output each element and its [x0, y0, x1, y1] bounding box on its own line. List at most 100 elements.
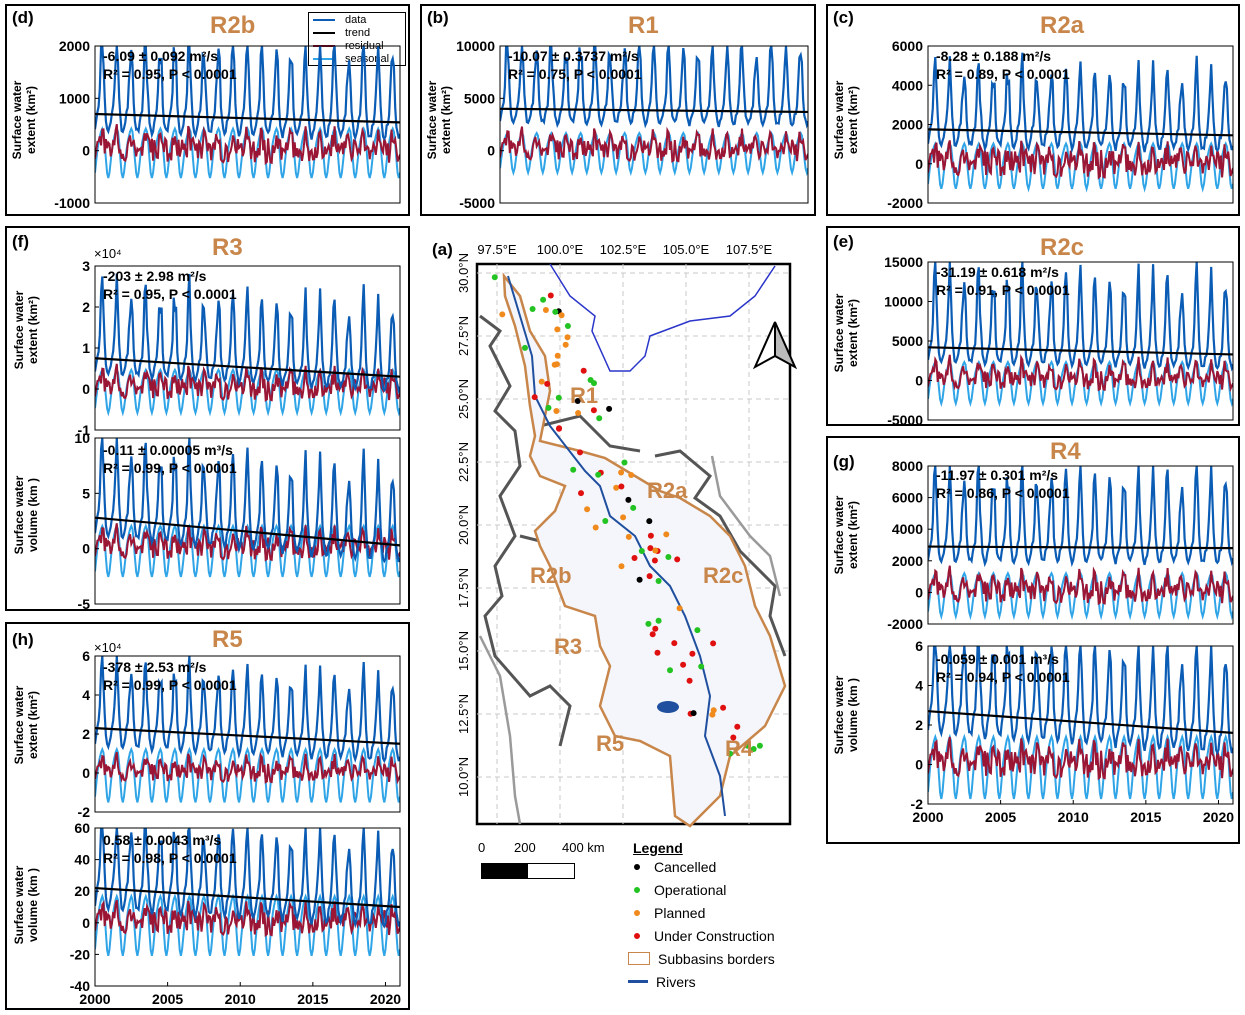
- panel-h-multiplier: ×10⁴: [94, 640, 122, 655]
- dam-marker: [680, 661, 687, 668]
- x-tick-label: 2020: [1203, 809, 1234, 825]
- y-tick-label: 1: [82, 340, 90, 356]
- dam-marker: [552, 308, 559, 315]
- dam-marker: [630, 504, 637, 511]
- y-tick-label: 0: [915, 757, 923, 773]
- y-tick-label: 2000: [59, 38, 90, 54]
- panel-h: [5, 622, 410, 1010]
- x-tick-label: 2010: [1058, 809, 1089, 825]
- dam-marker: [562, 341, 569, 348]
- panel-d-title: R2b: [210, 12, 256, 39]
- y-tick-label: 0: [915, 156, 923, 172]
- dam-marker: [645, 620, 652, 627]
- dam-marker: [689, 650, 696, 657]
- dam-marker: [596, 415, 603, 422]
- dam-marker: [618, 563, 625, 570]
- residual-series-line: [928, 353, 1233, 393]
- panel-c-title: R2a: [1040, 12, 1085, 39]
- panel-e-title: R2c: [1040, 234, 1085, 261]
- y-tick-label: 5000: [892, 333, 923, 349]
- dam-marker: [671, 640, 678, 647]
- dam-marker: [720, 704, 727, 711]
- dam-marker: [522, 344, 528, 351]
- legend-rivers: Rivers: [628, 970, 775, 993]
- y-tick-label: 2: [82, 299, 90, 315]
- y-tick-label: 10000: [884, 294, 923, 310]
- y-tick-label: 6000: [892, 38, 923, 54]
- dam-marker: [499, 311, 506, 318]
- x-tick-label: 2005: [985, 809, 1016, 825]
- dam-marker: [744, 742, 751, 749]
- legend-trend: trend: [309, 26, 405, 39]
- panel-e-stat1: -31.19 ± 0.618 m²/s: [936, 264, 1059, 280]
- y-tick-label: 0: [82, 541, 90, 557]
- dam-marker: [544, 380, 551, 387]
- lon-label: 97.5°E: [477, 242, 517, 257]
- dam-marker: [491, 274, 498, 281]
- panel-f-stat3: -0.11 ± 0.00005 m³/s: [103, 442, 233, 458]
- panel-h-stat1: -378 ± 2.53 m²/s: [103, 659, 207, 675]
- plot-area: [927, 465, 1234, 625]
- region-label-r1: R1: [570, 383, 598, 408]
- lat-label: 12.5°N: [456, 694, 471, 734]
- dam-marker: [638, 548, 645, 554]
- y-tick-label: -5000: [887, 412, 923, 428]
- dam-marker: [590, 407, 597, 414]
- dam-marker: [618, 469, 625, 476]
- data-series-line: [95, 656, 400, 764]
- x-tick-label: 2000: [912, 809, 943, 825]
- panel-a-label: (a): [432, 240, 453, 259]
- lat-label: 20.0°N: [456, 505, 471, 545]
- trend-line: [95, 516, 400, 547]
- panel-h-title: R5: [212, 626, 243, 653]
- dam-marker: [686, 677, 693, 684]
- trend-line: [95, 886, 400, 909]
- data-series-line: [928, 262, 1233, 372]
- data-series-line: [500, 46, 808, 129]
- y-tick-label: 0: [487, 143, 495, 159]
- dam-marker: [727, 750, 733, 757]
- panel-g-stat3: -0.059 ± 0.001 m³/s: [936, 651, 1059, 667]
- panel-b-stat2: R² = 0.75, P < 0.0001: [508, 66, 642, 82]
- dam-marker: [574, 398, 581, 404]
- lon-label: 105.0°E: [663, 242, 710, 257]
- panel-g-title: R4: [1050, 438, 1081, 465]
- plot-area: [499, 45, 809, 204]
- y-tick-label: 40: [74, 852, 90, 868]
- trend-line: [928, 346, 1233, 356]
- dam-marker: [575, 410, 582, 416]
- dam-marker: [564, 323, 571, 329]
- y-tick-label: -2: [911, 796, 924, 812]
- legend-subbasins: Subbasins borders: [628, 947, 775, 970]
- lat-label: 15.0°N: [456, 631, 471, 671]
- trend-line: [928, 545, 1233, 550]
- data-series-line: [95, 273, 400, 395]
- region-label-r3: R3: [554, 634, 582, 659]
- seasonal-series-line: [95, 746, 400, 803]
- dam-marker: [538, 378, 545, 385]
- y-tick-label: 4000: [892, 521, 923, 537]
- legend-planned: Planned: [628, 901, 775, 924]
- residual-series-line: [500, 126, 808, 163]
- panel-h-stat2: R² = 0.99, P < 0.0001: [103, 677, 237, 693]
- x-tick-label: 2015: [297, 991, 328, 1007]
- panel-h-label: (h): [12, 630, 34, 649]
- y-tick-label: 6000: [892, 490, 923, 506]
- dam-marker: [542, 307, 549, 313]
- y-tick-label: -2: [78, 804, 91, 820]
- dam-marker: [647, 545, 654, 552]
- panel-b-label: (b): [427, 8, 449, 27]
- legend-data: data: [309, 13, 405, 26]
- data-series-line: [928, 466, 1233, 568]
- dam-marker: [655, 578, 662, 584]
- coastline: [478, 455, 782, 825]
- dam-marker: [730, 734, 737, 741]
- panel-d-label: (d): [12, 8, 34, 27]
- y-tick-label: 15000: [884, 254, 923, 270]
- x-tick-label: 2000: [79, 991, 110, 1007]
- region-label-r5: R5: [596, 731, 624, 756]
- y-tick-label: -40: [70, 978, 90, 994]
